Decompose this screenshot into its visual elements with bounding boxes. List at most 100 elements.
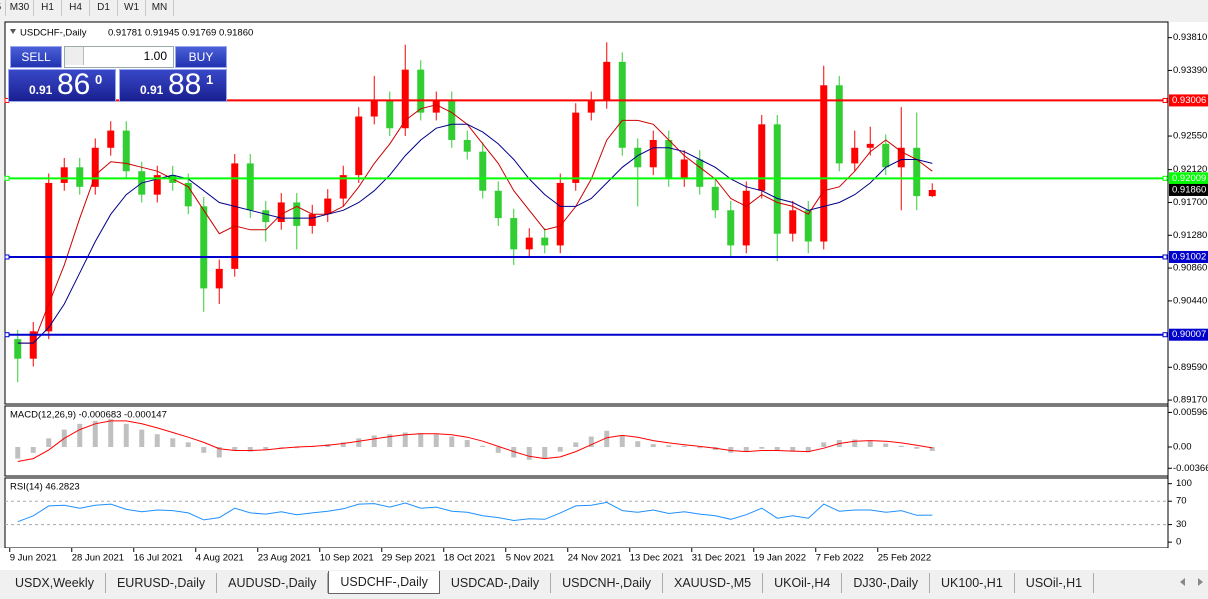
chart-tab[interactable]: USDCAD-,Daily [440,573,552,593]
macd-bar [77,423,83,448]
timeframe-toolbar: M15M30H1H4D1W1MN [0,0,174,18]
lot-input[interactable]: 1.00 [64,46,174,68]
price-axis [1168,22,1208,548]
macd-bar [526,447,532,460]
chart-tab[interactable]: DJ30-,Daily [842,573,930,593]
chart-tab[interactable]: USDX,Weekly [4,573,106,593]
y-tick-label: 70 [1176,496,1187,507]
x-tick-label: 13 Dec 2021 [630,553,684,564]
x-tick-label: 16 Jul 2021 [134,553,183,564]
trade-panel: SELL 1.00 BUY 0.91 86 0 0.91 88 1 [8,45,228,102]
level-handle [4,254,10,260]
level-label-box [1169,94,1208,107]
timeframe-button[interactable]: H4 [62,0,90,16]
macd-panel [4,405,1169,477]
candle-body [727,210,735,246]
macd-bar [15,447,21,459]
macd-bar [449,436,455,448]
rsi-label: RSI(14) 46.2823 [10,482,80,493]
chart-tab[interactable]: USDCNH-,Daily [551,573,663,593]
macd-bar [464,440,470,448]
sell-price[interactable]: 0.91 86 0 [8,68,116,102]
macd-bar [294,447,300,449]
chart-tab[interactable]: UKOil-,H4 [763,573,843,593]
candle-body [277,202,285,222]
y-tick-label: -0.003663 [1173,463,1208,474]
timeframe-button[interactable]: M30 [6,0,34,16]
candle-body [510,218,518,250]
x-tick-label: 10 Sep 2021 [320,553,374,564]
macd-bar [356,438,362,448]
level-label-box [1169,328,1208,341]
y-tick-label: 0.91280 [1173,230,1207,241]
x-tick-label: 9 Jun 2021 [10,553,57,564]
buy-button[interactable]: BUY [175,46,227,68]
level-label: 0.91002 [1172,251,1206,262]
chart-tab[interactable]: AUDUSD-,Daily [217,573,329,593]
candle-body [525,237,533,250]
level-handle [1162,175,1168,181]
macd-bar [154,434,160,448]
candle-body [401,69,409,129]
y-tick-label: 0.92550 [1173,131,1207,142]
macd-bar [588,436,594,448]
candle-body [603,61,611,101]
level-label: 0.93006 [1172,95,1206,106]
timeframe-button[interactable]: W1 [118,0,146,16]
timeframe-button[interactable]: M15 [0,0,6,16]
timeframe-button[interactable]: H1 [34,0,62,16]
candle-body [215,268,223,289]
macd-bar [232,447,238,450]
candle-body [463,139,471,152]
lot-down[interactable] [65,47,84,65]
chart-tab[interactable]: USDCHF-,Daily [328,571,440,594]
scroll-right[interactable] [1198,578,1203,586]
candle-body [479,151,487,191]
chart-tab[interactable]: USOil-,H1 [1015,573,1095,593]
x-tick-label: 23 Aug 2021 [258,553,311,564]
sell-button[interactable]: SELL [10,46,62,68]
candle-body [897,147,905,168]
x-tick-label: 29 Sep 2021 [382,553,436,564]
candle-body [711,186,719,211]
rsi-line [17,501,933,523]
moving-average [17,123,933,344]
buy-price[interactable]: 0.91 88 1 [119,68,227,102]
chart-tab[interactable]: EURUSD-,Daily [106,573,218,593]
y-tick-label: 0.89170 [1173,395,1207,406]
candle-body [541,237,549,246]
chart-tab[interactable]: UK100-,H1 [930,573,1015,593]
macd-bar [123,423,129,448]
candle-body [913,147,921,197]
timeframe-button[interactable]: D1 [90,0,118,16]
level-handle [4,175,10,181]
candle-body [835,85,843,164]
macd-bar [697,447,703,449]
candle-body [184,182,192,207]
candle-body [107,130,115,148]
macd-bar [480,445,486,448]
y-tick-label: 0.89590 [1173,362,1207,373]
candle-body [246,163,254,211]
y-tick-label: 0.92120 [1173,164,1207,175]
candle-body [432,100,440,113]
macd-bar [681,445,687,448]
timeframe-button[interactable]: MN [146,0,174,16]
scroll-left[interactable] [1180,578,1185,586]
candle-body [293,202,301,226]
candle-body [153,175,161,195]
macd-bar [604,430,610,448]
y-tick-label: 0.005963 [1173,407,1208,418]
macd-bar [619,435,625,448]
y-tick-label: 30 [1176,519,1187,530]
candle-body [494,190,502,219]
tab-scroll[interactable] [1178,575,1206,589]
macd-bar [201,447,207,453]
level-handle [1162,332,1168,338]
chart-tab[interactable]: XAUUSD-,M5 [663,573,764,593]
macd-bar [666,445,672,448]
level-handle [1162,97,1168,103]
candle-body [91,147,99,187]
macd-bar [728,447,734,453]
